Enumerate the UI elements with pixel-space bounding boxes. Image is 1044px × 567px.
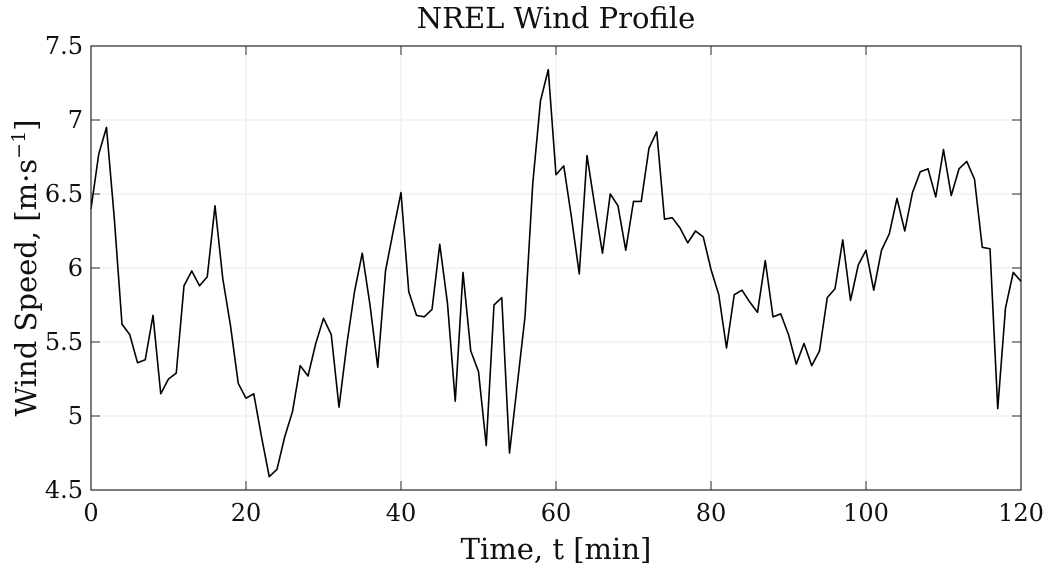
x-tick-label: 0 [83, 499, 98, 527]
x-tick-label: 100 [843, 499, 889, 527]
y-axis-label-end: ] [9, 119, 43, 130]
y-tick-label: 6 [68, 254, 83, 282]
y-tick-label: 7 [68, 106, 83, 134]
y-tick-label: 7.5 [45, 32, 83, 60]
wind-speed-series-line [90, 68, 1022, 478]
y-tick-label: 4.5 [45, 476, 83, 504]
x-tick-label: 40 [386, 499, 417, 527]
y-tick-label: 6.5 [45, 180, 83, 208]
series-layer [90, 68, 1022, 478]
y-tick-label: 5 [68, 402, 83, 430]
chart-title: NREL Wind Profile [417, 1, 696, 35]
x-tick-label: 20 [231, 499, 262, 527]
axis-ticks: 0 20 40 60 80 100 120 4.5 5 5.5 6 6.5 7 7.5 [45, 32, 1044, 527]
y-axis-label-superscript: −1 [8, 131, 30, 159]
y-tick-label: 5.5 [45, 328, 83, 356]
x-axis-label: Time, t [min] [461, 532, 652, 566]
x-tick-label: 120 [998, 499, 1044, 527]
y-axis-label: Wind Speed, [m·s−1] [8, 119, 43, 416]
y-axis-label-main: Wind Speed, [m·s [9, 159, 43, 417]
x-tick-label: 80 [696, 499, 727, 527]
x-tick-label: 60 [541, 499, 572, 527]
